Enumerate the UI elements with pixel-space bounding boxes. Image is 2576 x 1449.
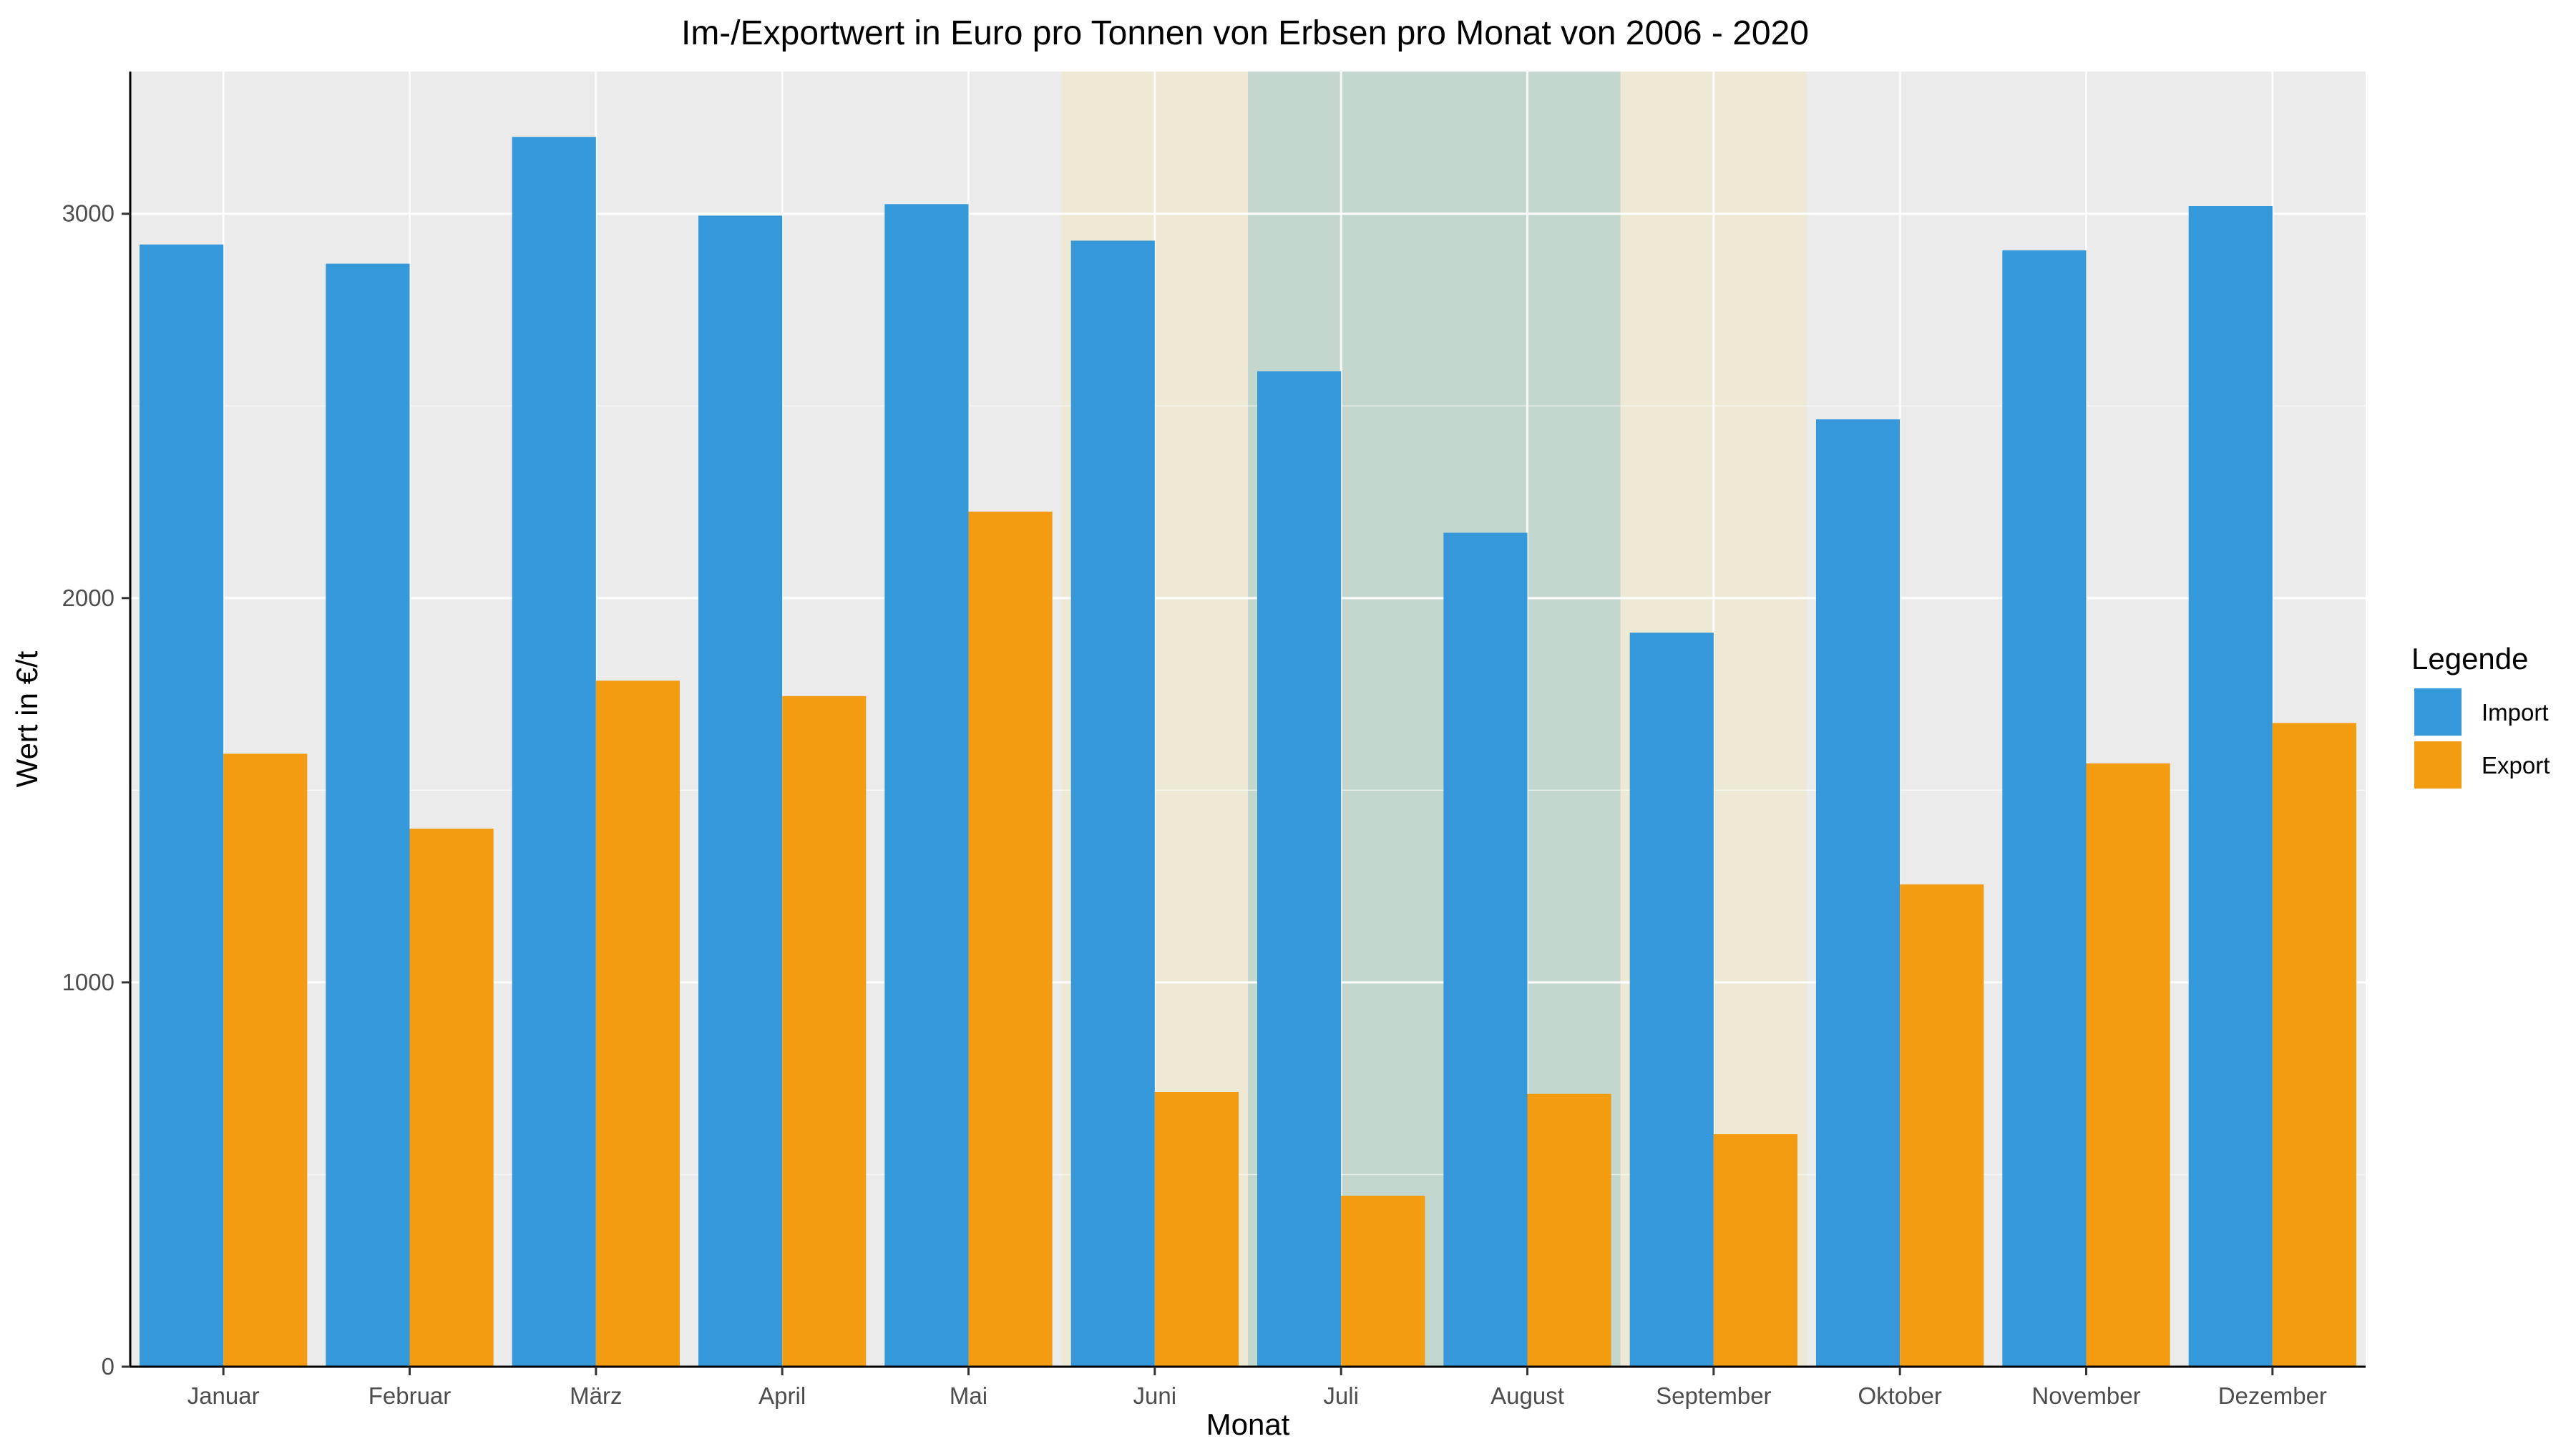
y-axis-title: Wert in €/t: [10, 650, 44, 787]
bar-import-juli: [1257, 371, 1342, 1367]
x-tick-label-januar: Januar: [187, 1382, 260, 1409]
bar-import-januar: [140, 244, 224, 1367]
bar-import-november: [2002, 250, 2087, 1367]
bar-export-oktober: [1900, 884, 1984, 1367]
bar-export-m-rz: [595, 680, 680, 1367]
bar-import-juni: [1070, 240, 1155, 1367]
x-tick-label-mai: Mai: [950, 1382, 987, 1409]
bar-export-august: [1527, 1093, 1611, 1367]
bar-import-september: [1629, 633, 1714, 1367]
bar-import-august: [1443, 532, 1528, 1367]
bar-export-dezember: [2272, 723, 2356, 1367]
bar-export-januar: [223, 753, 308, 1367]
y-tick-label-0: 0: [102, 1353, 114, 1380]
x-tick-label-m-rz: März: [570, 1382, 622, 1409]
x-tick-label-september: September: [1656, 1382, 1771, 1409]
legend-swatch-export: [2414, 741, 2462, 789]
bar-export-februar: [409, 829, 494, 1367]
y-tick-label-1: 1000: [62, 969, 114, 995]
legend-label-export: Export: [2482, 752, 2550, 779]
y-axis-ticks: 0 1000 2000 3000: [62, 200, 130, 1380]
x-axis-ticks: Januar Februar März April Mai Juni Juli August S…: [187, 1367, 2327, 1409]
bar-export-november: [2086, 763, 2170, 1367]
x-tick-label-oktober: Oktober: [1858, 1382, 1941, 1409]
x-tick-label-dezember: Dezember: [2218, 1382, 2327, 1409]
chart-title: Im-/Exportwert in Euro pro Tonnen von Er…: [681, 14, 1809, 52]
bar-import-februar: [326, 263, 410, 1367]
bar-export-mai: [968, 511, 1053, 1367]
legend-label-import: Import: [2482, 699, 2549, 726]
legend: Legende Import Export: [2411, 642, 2550, 789]
bar-export-september: [1713, 1134, 1797, 1367]
bar-import-m-rz: [512, 137, 596, 1367]
bar-export-april: [782, 696, 867, 1367]
bar-export-juni: [1154, 1091, 1239, 1367]
x-tick-label-juli: Juli: [1323, 1382, 1359, 1409]
bar-import-dezember: [2188, 205, 2273, 1367]
bar-import-oktober: [1816, 419, 1901, 1367]
x-tick-label-august: August: [1491, 1382, 1564, 1409]
bars: [140, 137, 2356, 1367]
x-axis-title: Monat: [1206, 1407, 1290, 1441]
x-tick-label-februar: Februar: [369, 1382, 452, 1409]
x-tick-label-juni: Juni: [1133, 1382, 1177, 1409]
y-tick-label-3: 3000: [62, 200, 114, 227]
legend-swatch-import: [2414, 688, 2462, 736]
bar-import-april: [698, 215, 783, 1367]
bar-import-mai: [884, 204, 969, 1367]
bar-export-juli: [1341, 1195, 1425, 1367]
legend-title: Legende: [2411, 642, 2529, 675]
y-tick-label-2: 2000: [62, 585, 114, 611]
x-tick-label-november: November: [2031, 1382, 2140, 1409]
x-tick-label-april: April: [758, 1382, 806, 1409]
